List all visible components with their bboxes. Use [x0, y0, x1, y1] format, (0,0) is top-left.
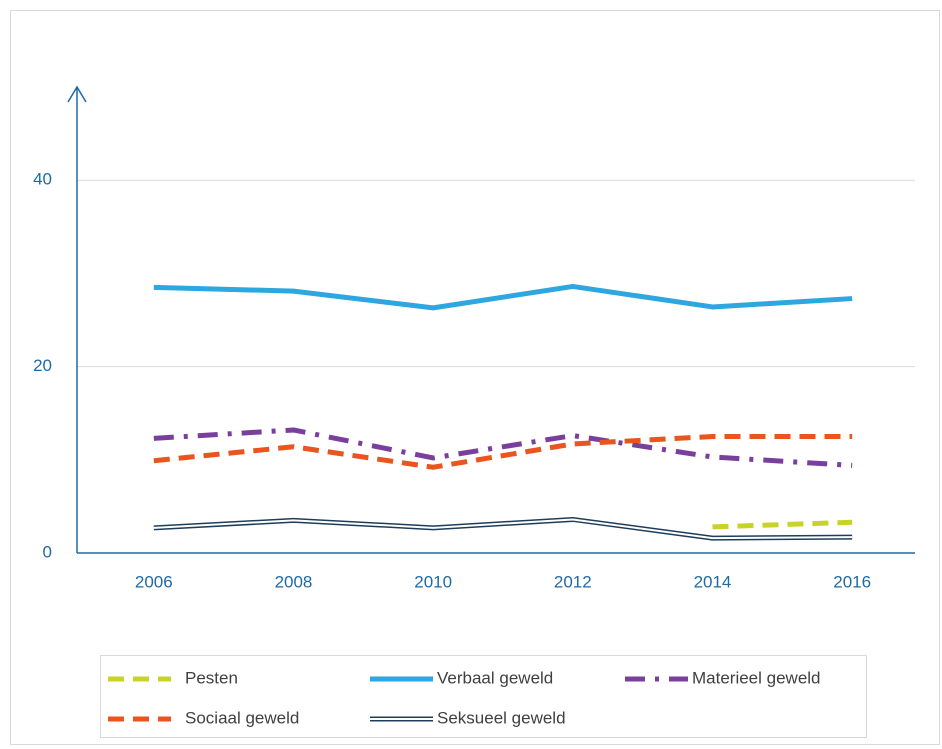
- y-tick-label: 20: [33, 356, 52, 375]
- x-tick-label: 2008: [275, 572, 313, 591]
- y-axis-arrow: [67, 85, 87, 103]
- series-line: [153, 283, 853, 311]
- legend-label: Materieel geweld: [692, 668, 821, 687]
- legend-label: Seksueel geweld: [437, 708, 566, 727]
- series-line-inner: [153, 518, 853, 540]
- series-line: [153, 434, 853, 470]
- x-tick-label: 2012: [554, 572, 592, 591]
- legend-box: [100, 655, 867, 738]
- y-tick-label: 40: [33, 170, 52, 189]
- x-tick-label: 2014: [694, 572, 732, 591]
- legend-label: Verbaal geweld: [437, 668, 553, 687]
- legend-label: Sociaal geweld: [185, 708, 299, 727]
- x-tick-label: 2010: [414, 572, 452, 591]
- y-tick-label: 0: [43, 542, 52, 561]
- legend-label: Pesten: [185, 668, 238, 687]
- series-line: [153, 427, 853, 468]
- chart-frame: [10, 10, 940, 745]
- x-tick-label: 2016: [833, 572, 871, 591]
- x-tick-label: 2006: [135, 572, 173, 591]
